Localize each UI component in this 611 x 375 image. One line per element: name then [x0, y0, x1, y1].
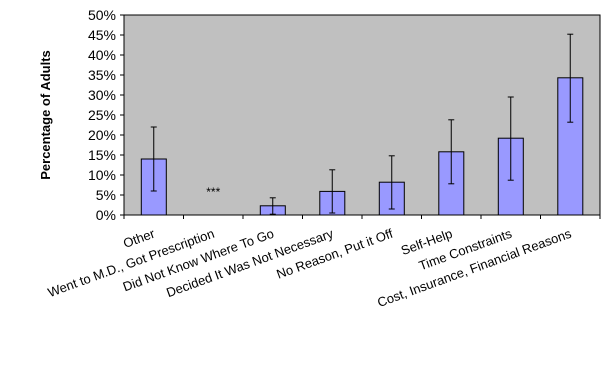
y-tick-label: 45% [88, 27, 116, 43]
y-tick-label: 25% [88, 107, 116, 123]
y-tick-label: 10% [88, 167, 116, 183]
y-tick-label: 15% [88, 147, 116, 163]
y-tick-label: 35% [88, 67, 116, 83]
error-bars-group [150, 33, 574, 215]
y-tick-label: 30% [88, 87, 116, 103]
y-tick-label: 0% [96, 207, 116, 223]
y-tick-labels-group: 0% 5% 10% 15% 20% 25% 30% 35% 40% 45% 50% [88, 7, 116, 223]
y-tick-label: 50% [88, 7, 116, 23]
y-tick-label: 20% [88, 127, 116, 143]
y-tick-label: 5% [96, 187, 116, 203]
y-axis-title: Percentage of Adults [38, 50, 53, 180]
axes-group [120, 14, 601, 219]
annotations-group: *** [206, 185, 220, 199]
y-tick-label: 40% [88, 47, 116, 63]
plot-area [123, 14, 601, 216]
annotation-label: *** [206, 185, 220, 199]
